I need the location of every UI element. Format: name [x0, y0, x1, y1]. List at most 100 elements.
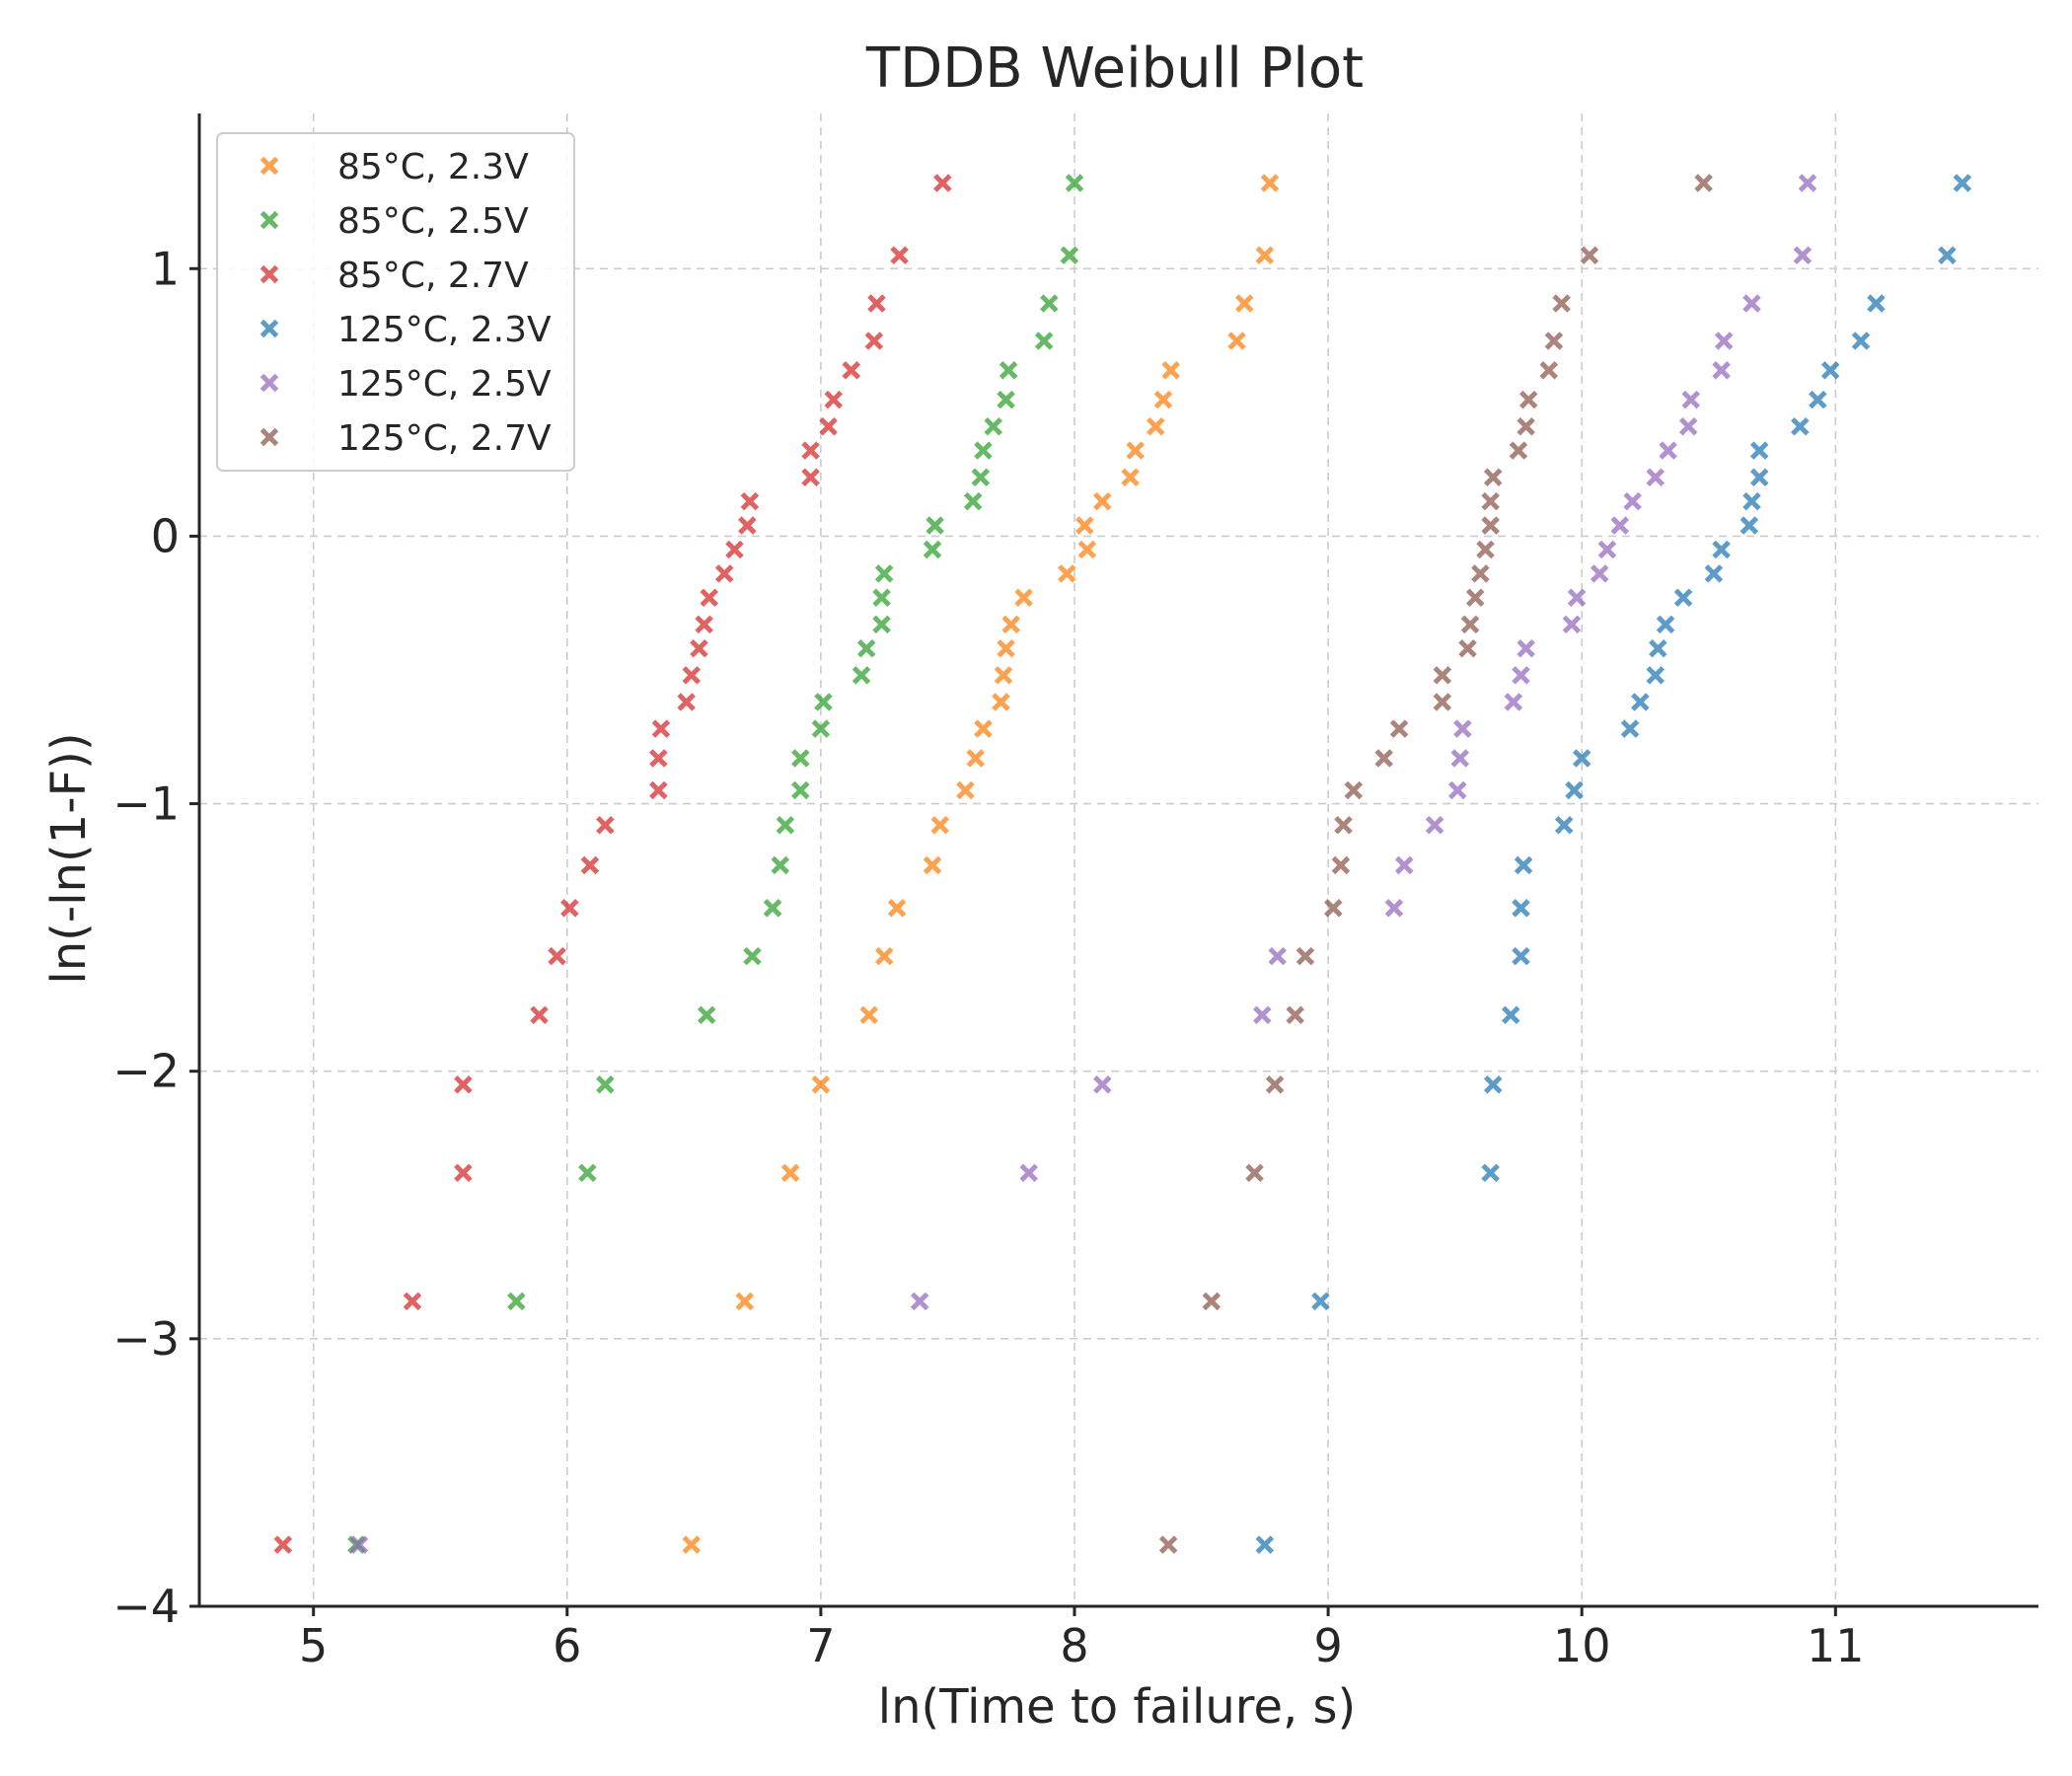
data-point	[1450, 749, 1470, 768]
legend-marker	[259, 264, 279, 284]
data-point	[1501, 1005, 1520, 1025]
data-point	[971, 468, 991, 487]
data-point	[1323, 899, 1343, 918]
data-point	[1714, 332, 1734, 350]
data-point	[1544, 332, 1564, 350]
data-point	[1481, 516, 1500, 535]
x-tick-label: 8	[1060, 1619, 1088, 1672]
y-tick-label: −4	[112, 1580, 180, 1633]
data-point	[1245, 1163, 1264, 1183]
data-point	[1567, 588, 1587, 608]
data-point	[776, 815, 795, 835]
data-point	[1554, 815, 1574, 835]
series-85°C, 2.7V	[273, 174, 952, 1554]
data-point	[596, 815, 615, 835]
chart-title: TDDB Weibull Plot	[865, 37, 1364, 101]
data-point	[1147, 416, 1165, 436]
data-point	[1649, 639, 1667, 658]
data-point	[925, 516, 944, 535]
data-point	[1565, 780, 1584, 800]
data-point	[859, 1005, 879, 1025]
data-point	[851, 666, 871, 685]
data-point	[1374, 749, 1393, 768]
data-point	[874, 946, 894, 966]
data-point	[1504, 693, 1523, 711]
data-point	[697, 1005, 716, 1025]
data-point	[966, 749, 986, 768]
data-point	[1158, 1535, 1178, 1554]
data-point	[1481, 491, 1500, 511]
data-point	[1820, 361, 1840, 380]
data-point	[1694, 174, 1713, 192]
data-point	[780, 1163, 800, 1183]
data-point	[791, 780, 810, 800]
data-point	[1433, 666, 1452, 685]
data-point	[560, 899, 579, 918]
data-point	[403, 1292, 422, 1311]
data-point	[1465, 588, 1485, 608]
data-point	[1202, 1292, 1221, 1311]
data-point	[1867, 294, 1886, 313]
data-point	[1126, 441, 1145, 460]
data-point	[596, 1074, 615, 1094]
data-point	[1447, 780, 1467, 800]
data-point	[530, 1005, 549, 1025]
data-point	[1512, 666, 1530, 685]
legend-box	[216, 132, 575, 472]
data-point	[923, 540, 942, 559]
data-point	[1851, 332, 1871, 350]
data-point	[1631, 693, 1650, 711]
series-85°C, 2.5V	[347, 174, 1084, 1554]
data-point	[801, 441, 820, 460]
x-tick-label: 9	[1313, 1619, 1342, 1672]
data-point	[1539, 361, 1559, 380]
data-point	[1077, 540, 1097, 559]
data-point	[1512, 946, 1530, 966]
data-point	[956, 780, 975, 800]
data-point	[700, 588, 719, 608]
data-point	[1623, 491, 1642, 511]
data-point	[738, 516, 757, 535]
data-point	[771, 855, 790, 875]
data-point	[1646, 468, 1665, 487]
y-tick-label: 1	[151, 242, 180, 295]
data-point	[1433, 693, 1452, 711]
data-point	[740, 491, 760, 511]
data-point	[1058, 564, 1076, 583]
legend-marker	[259, 156, 279, 176]
data-point	[999, 361, 1018, 380]
x-axis-label: ln(Time to failure, s)	[878, 1679, 1357, 1735]
data-point	[1060, 246, 1079, 264]
data-point	[1597, 540, 1617, 559]
data-point	[1252, 1005, 1272, 1025]
data-point	[454, 1163, 473, 1183]
data-point	[1739, 516, 1759, 535]
data-point	[1517, 416, 1535, 436]
x-tick-label: 6	[553, 1619, 581, 1672]
legend-marker	[259, 210, 279, 230]
data-point	[682, 1535, 702, 1554]
data-point	[548, 946, 566, 966]
data-point	[801, 468, 820, 487]
legend-label: 85°C, 2.5V	[337, 201, 529, 242]
data-point	[743, 946, 762, 966]
y-axis-label: ln(-ln(1-F))	[41, 732, 97, 984]
series-125°C, 2.5V	[349, 174, 1817, 1554]
x-tick-label: 5	[299, 1619, 328, 1672]
data-point	[1286, 1005, 1304, 1025]
data-point	[1659, 441, 1677, 460]
data-point	[1791, 416, 1810, 436]
data-point	[933, 174, 952, 192]
data-point	[963, 491, 983, 511]
data-point	[1656, 615, 1675, 634]
data-point	[1268, 946, 1287, 966]
data-point	[1793, 246, 1813, 264]
data-point	[997, 390, 1015, 409]
data-point	[1331, 855, 1351, 875]
data-point	[273, 1535, 293, 1554]
data-point	[874, 564, 894, 583]
data-point	[890, 246, 909, 264]
data-point	[923, 855, 942, 875]
data-point	[856, 639, 876, 658]
